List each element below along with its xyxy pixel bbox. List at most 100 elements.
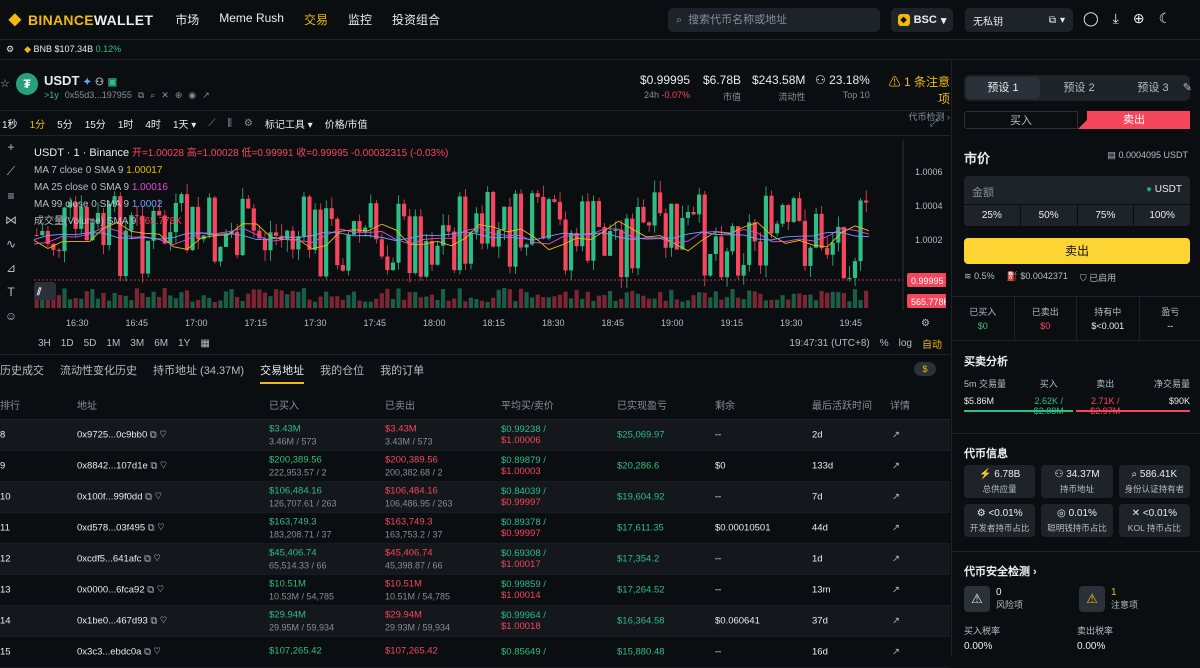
emoji-icon[interactable]: ☺ xyxy=(5,309,17,323)
trend-line-icon[interactable]: ⟋ xyxy=(7,164,15,179)
globe-icon[interactable]: ⊕ xyxy=(1133,10,1145,27)
copy-icon[interactable]: ⧉ xyxy=(144,554,151,565)
user-icon[interactable]: ◯ xyxy=(1083,10,1099,27)
search-icon[interactable]: ⌕ xyxy=(150,90,155,101)
tab-liquidity-history[interactable]: 流动性变化历史 xyxy=(60,362,137,384)
range-1d[interactable]: 1D xyxy=(61,338,74,349)
buy-tab[interactable]: 买入 xyxy=(964,111,1078,129)
copy-icon[interactable]: ⧉ xyxy=(138,90,144,101)
indicator-icon[interactable]: ⟋ xyxy=(208,118,215,129)
copy-icon[interactable]: ⧉ xyxy=(148,523,155,534)
row-address[interactable]: 0xcdf5...641afc ⧉ ♡ xyxy=(77,554,161,565)
theme-moon-icon[interactable]: ☾ xyxy=(1159,10,1172,27)
external-link-icon[interactable]: ↗ xyxy=(892,554,900,565)
security-title[interactable]: 代币安全检测 › xyxy=(964,563,1037,579)
tf-5m[interactable]: 5分 xyxy=(57,116,73,131)
star-icon[interactable]: ☆ xyxy=(0,77,10,90)
nav-market[interactable]: 市场 xyxy=(175,11,199,28)
tf-1m[interactable]: 1分 xyxy=(30,116,46,131)
nav-monitor[interactable]: 监控 xyxy=(348,11,372,28)
currency-toggle[interactable]: $ xyxy=(914,362,936,376)
row-address[interactable]: 0x8842...107d1e ⧉ ♡ xyxy=(77,461,167,472)
tf-1h[interactable]: 1时 xyxy=(118,116,134,131)
x-social-icon[interactable]: ✕ xyxy=(161,90,169,101)
pct-100-button[interactable]: 100% xyxy=(1134,205,1190,226)
measure-icon[interactable]: ⊿ xyxy=(6,261,16,275)
copy-icon[interactable]: ⧉ xyxy=(145,492,152,503)
crosshair-icon[interactable]: + xyxy=(7,140,14,154)
download-icon[interactable]: ⤓ xyxy=(1113,10,1119,27)
tab-holders[interactable]: 持币地址 (34.37M) xyxy=(153,362,244,384)
settings-icon[interactable]: ⚙ xyxy=(6,44,14,55)
scale-percent[interactable]: % xyxy=(880,338,889,349)
copy-icon[interactable]: ⧉ xyxy=(1049,15,1056,26)
tf-1d[interactable]: 1天 ▾ xyxy=(173,116,196,131)
sell-submit-button[interactable]: 卖出 xyxy=(964,238,1190,264)
heart-icon[interactable]: ♡ xyxy=(155,492,162,503)
external-link-icon[interactable]: ↗ xyxy=(892,461,900,472)
row-address[interactable]: 0xd578...03f495 ⧉ ♡ xyxy=(77,523,165,534)
pct-25-button[interactable]: 25% xyxy=(964,205,1021,226)
price-mcap-toggle[interactable]: 价格/市值 xyxy=(325,116,368,131)
tab-my-orders[interactable]: 我的订单 xyxy=(380,362,424,384)
tf-15m[interactable]: 15分 xyxy=(85,116,106,131)
external-link-icon[interactable]: ↗ xyxy=(892,523,900,534)
range-5d[interactable]: 5D xyxy=(84,338,97,349)
brush-icon[interactable]: ∿ xyxy=(6,237,16,251)
globe-icon[interactable]: ⊕ xyxy=(175,90,183,101)
mev-option[interactable]: ⛉ 已启用 xyxy=(1080,271,1116,284)
tf-4h[interactable]: 4时 xyxy=(145,116,161,131)
scale-auto[interactable]: 自动 xyxy=(922,336,942,351)
text-icon[interactable]: T xyxy=(7,285,14,299)
logo[interactable]: ◆ BINANCE WALLET xyxy=(6,11,153,29)
candle-type-icon[interactable]: ⫼ xyxy=(227,118,232,129)
search-box[interactable]: ⌕ xyxy=(668,8,880,32)
heart-icon[interactable]: ♡ xyxy=(160,461,167,472)
heart-icon[interactable]: ♡ xyxy=(160,616,167,627)
heart-icon[interactable]: ♡ xyxy=(159,430,166,441)
pattern-icon[interactable]: ⋈ xyxy=(5,213,17,227)
preset-3[interactable]: 预设 3 xyxy=(1116,75,1190,101)
search-input[interactable] xyxy=(688,14,858,26)
preset-2[interactable]: 预设 2 xyxy=(1042,75,1116,101)
calendar-icon[interactable]: ▦ xyxy=(200,338,209,349)
settings-icon[interactable]: ⚙ xyxy=(244,118,253,129)
nav-portfolio[interactable]: 投资组合 xyxy=(392,11,440,28)
chain-selector[interactable]: ◆ BSC ▾ xyxy=(891,8,953,32)
pct-75-button[interactable]: 75% xyxy=(1078,205,1135,226)
scale-log[interactable]: log xyxy=(899,338,912,349)
copy-icon[interactable]: ⧉ xyxy=(150,430,157,441)
range-3m[interactable]: 3M xyxy=(130,338,144,349)
sell-tab[interactable]: 卖出 xyxy=(1078,111,1190,129)
external-link-icon[interactable]: ↗ xyxy=(892,430,900,441)
tf-1s[interactable]: 1秒 xyxy=(2,116,18,131)
pct-50-button[interactable]: 50% xyxy=(1021,205,1078,226)
external-link-icon[interactable]: ↗ xyxy=(892,492,900,503)
heart-icon[interactable]: ♡ xyxy=(157,585,164,596)
range-1y[interactable]: 1Y xyxy=(178,338,190,349)
order-type[interactable]: 市价 xyxy=(964,148,990,167)
external-link-icon[interactable]: ↗ xyxy=(202,90,210,101)
row-address[interactable]: 0x9725...0c9bb0 ⧉ ♡ xyxy=(77,430,167,441)
copy-icon[interactable]: ⧉ xyxy=(147,585,154,596)
range-1m[interactable]: 1M xyxy=(106,338,120,349)
nav-meme-rush[interactable]: Meme Rush xyxy=(219,11,284,28)
range-3h[interactable]: 3H xyxy=(38,338,51,349)
range-6m[interactable]: 6M xyxy=(154,338,168,349)
nav-trade[interactable]: 交易 xyxy=(304,11,328,28)
edit-icon[interactable]: ✎ xyxy=(1183,81,1192,94)
copy-icon[interactable]: ⧉ xyxy=(150,461,157,472)
fee-option[interactable]: ⛽ $0.0042371 xyxy=(1007,271,1068,284)
external-link-icon[interactable]: ↗ xyxy=(892,616,900,627)
tab-traders[interactable]: 交易地址 xyxy=(260,362,304,384)
slippage-option[interactable]: ≋ 0.5% xyxy=(964,271,995,284)
tab-my-position[interactable]: 我的仓位 xyxy=(320,362,364,384)
fullscreen-icon[interactable]: ⤢ xyxy=(930,118,938,129)
